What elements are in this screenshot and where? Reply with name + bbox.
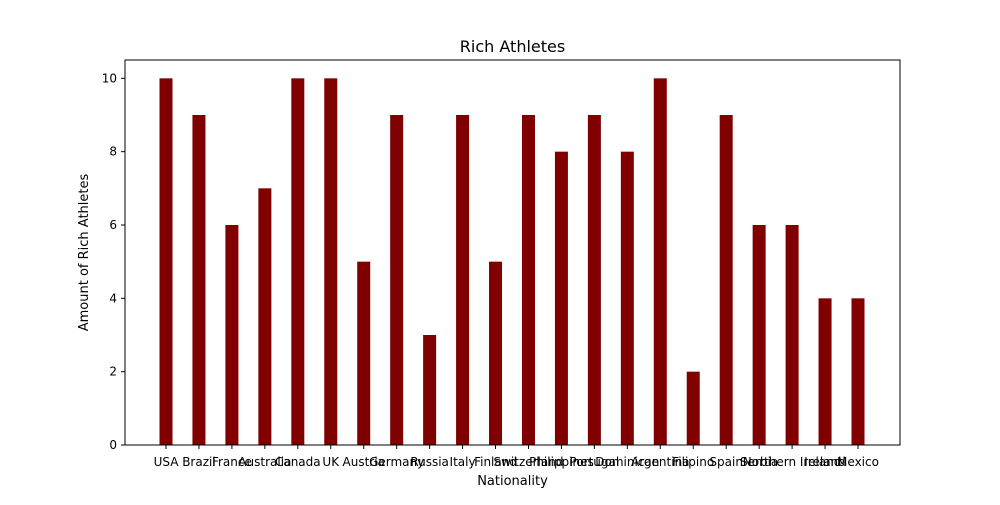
bar-austria bbox=[357, 261, 371, 445]
bar-australia bbox=[258, 188, 272, 445]
bar-serbia bbox=[752, 225, 766, 445]
x-tick-label: Germany bbox=[369, 455, 424, 469]
x-tick-label: Spain bbox=[709, 455, 743, 469]
bar-finland bbox=[489, 261, 503, 445]
bar-spain bbox=[719, 115, 733, 445]
y-axis: 0 2 4 6 8 10 bbox=[102, 71, 125, 452]
x-tick-label: Filipino bbox=[672, 455, 714, 469]
x-tick-label: Dominican bbox=[595, 455, 659, 469]
y-tick-label: 8 bbox=[109, 145, 117, 159]
y-tick-label: 10 bbox=[102, 71, 117, 85]
bar-brazil bbox=[192, 115, 206, 445]
y-tick-label: 0 bbox=[109, 438, 117, 452]
x-tick-label: France bbox=[212, 455, 252, 469]
bar-uk bbox=[324, 78, 338, 445]
bar-germany bbox=[390, 115, 404, 445]
x-tick-label: Philippines bbox=[529, 455, 594, 469]
x-axis-label: Nationality bbox=[477, 474, 548, 489]
y-tick-label: 6 bbox=[109, 218, 117, 232]
bar-russia bbox=[423, 335, 437, 445]
x-tick-label: USA bbox=[154, 455, 180, 469]
x-tick-label: UK bbox=[322, 455, 340, 469]
bar-italy bbox=[456, 115, 470, 445]
bar-northern-ireland bbox=[785, 225, 799, 445]
bar-filipino bbox=[686, 371, 700, 445]
x-tick-label: Finland bbox=[474, 455, 517, 469]
x-tick-label: Austria bbox=[343, 455, 385, 469]
bar-usa bbox=[159, 78, 173, 445]
x-tick-label: Italy bbox=[450, 455, 476, 469]
x-tick-label: Ireland bbox=[804, 455, 846, 469]
bar-argentina bbox=[653, 78, 667, 445]
chart-title: Rich Athletes bbox=[460, 37, 565, 56]
bar-ireland bbox=[818, 298, 832, 445]
x-tick-label: Portugal bbox=[570, 455, 620, 469]
bar-mexico bbox=[851, 298, 865, 445]
bars-group bbox=[159, 78, 865, 446]
x-tick-label: Mexico bbox=[837, 455, 879, 469]
bar-portugal bbox=[587, 115, 601, 445]
x-tick-label: Canada bbox=[275, 455, 321, 469]
x-tick-label: Australia bbox=[238, 455, 291, 469]
x-tick-label: Northern Ireland bbox=[743, 455, 842, 469]
x-tick-label: Argentina bbox=[631, 455, 690, 469]
bar-canada bbox=[291, 78, 305, 445]
x-tick-label: Brazil bbox=[182, 455, 216, 469]
bar-dominican bbox=[620, 151, 634, 446]
x-tick-label: Russia bbox=[410, 455, 449, 469]
bar-switzerland bbox=[521, 115, 535, 445]
x-tick-label: Switzerland bbox=[493, 455, 563, 469]
x-tick-label: Serbia bbox=[740, 455, 778, 469]
y-axis-label: Amount of Rich Athletes bbox=[77, 174, 92, 332]
plot-frame bbox=[124, 59, 901, 446]
y-tick-label: 4 bbox=[109, 291, 117, 305]
bar-france bbox=[225, 225, 239, 445]
bar-philippines bbox=[554, 151, 568, 446]
y-tick-label: 2 bbox=[109, 365, 117, 379]
